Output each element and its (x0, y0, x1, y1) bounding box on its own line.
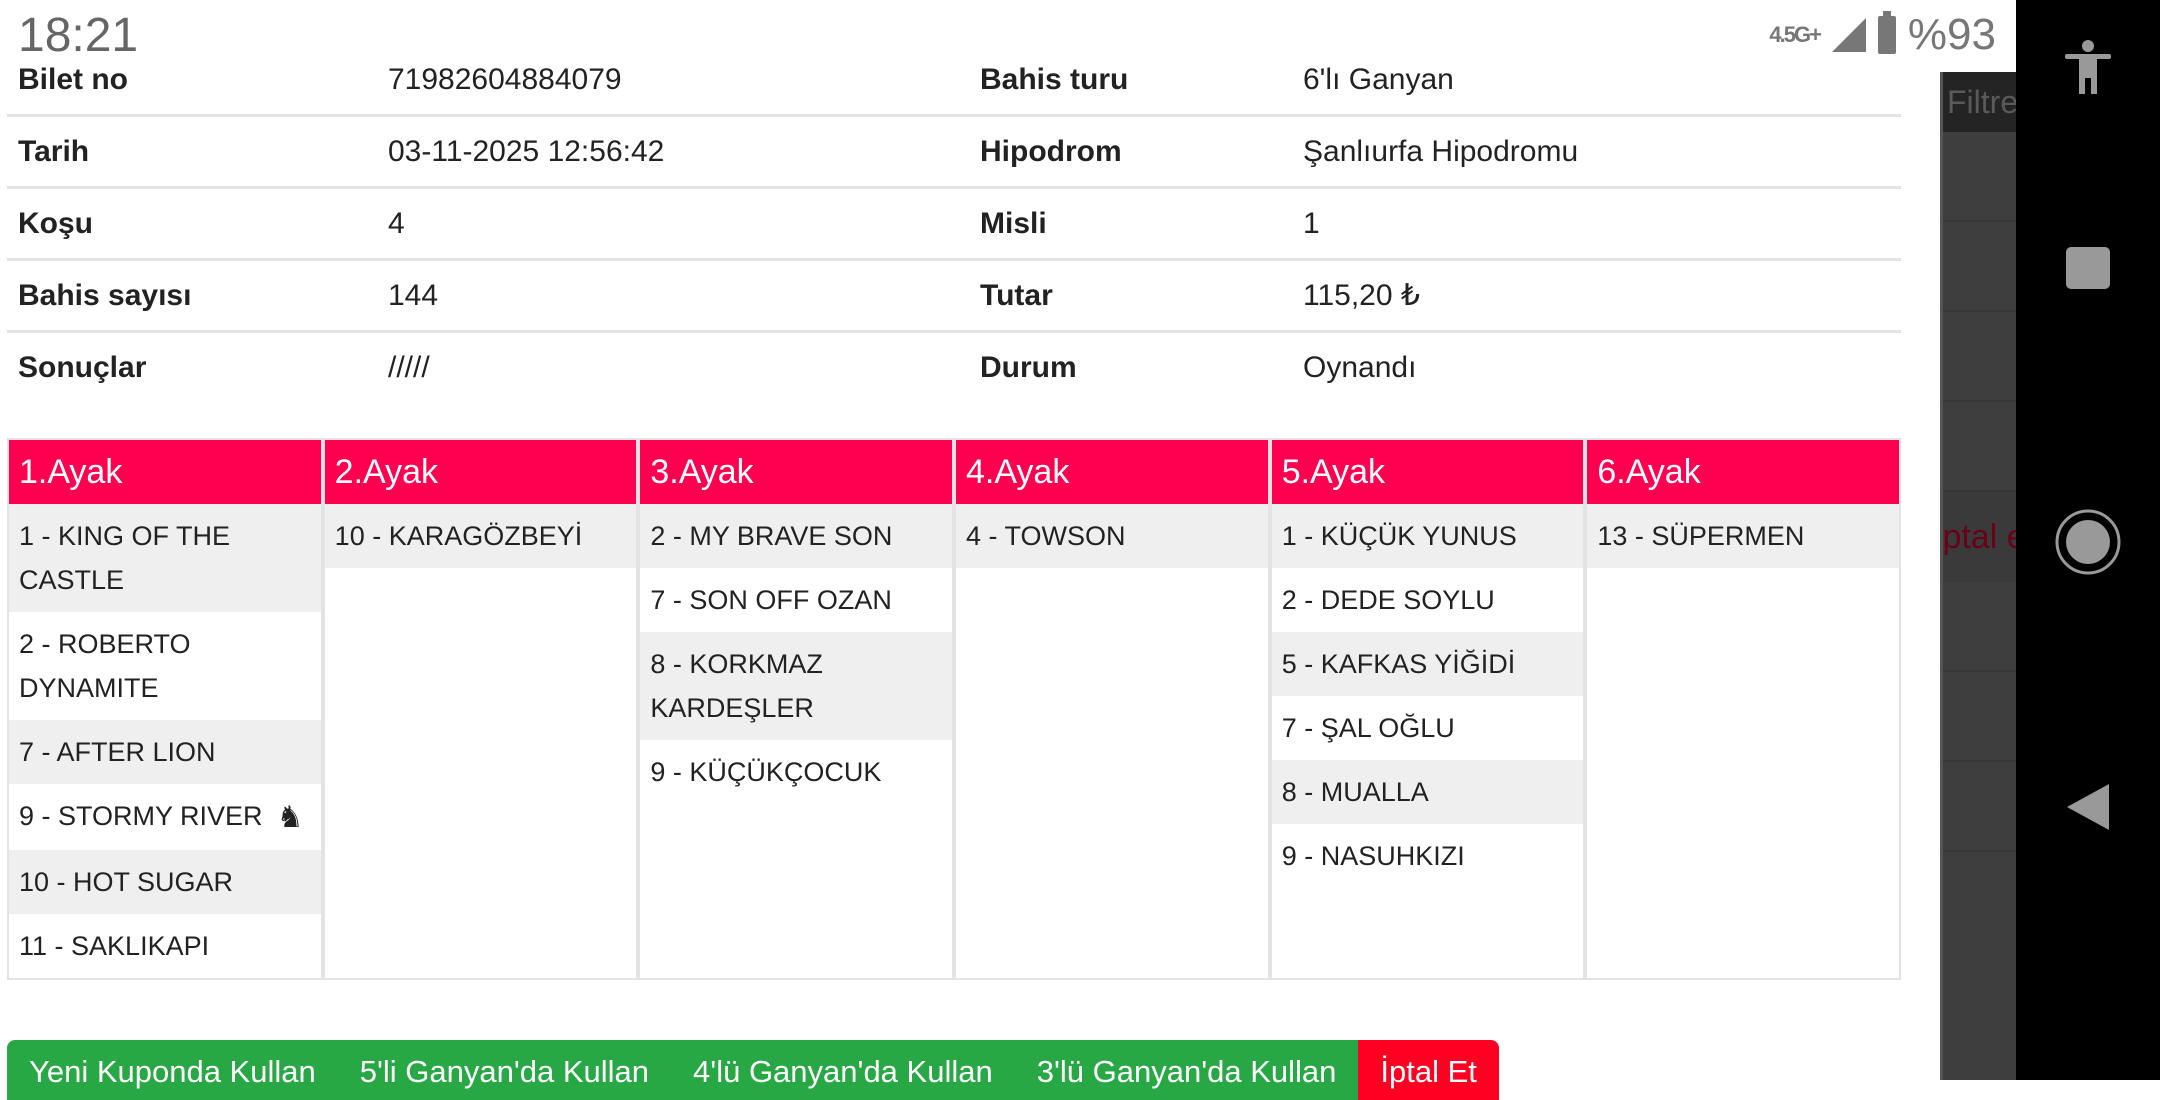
use-in-coupon-button[interactable]: Yeni Kuponda Kullan (7, 1040, 338, 1100)
leg-column: 1.Ayak 1 - KING OF THE CASTLE 2 - ROBERTO … (9, 440, 321, 978)
horse-name: 10 - HOT SUGAR (19, 866, 234, 897)
horse-item: 9 - STORMY RIVER ♞ (9, 784, 321, 850)
horse-name: 2 - MY BRAVE SON (650, 521, 893, 551)
signal-icon (1831, 18, 1866, 52)
legs-grid: 1.Ayak 1 - KING OF THE CASTLE 2 - ROBERTO … (7, 438, 1901, 980)
battery-icon (1877, 11, 1896, 54)
battery-percent: %93 (1907, 10, 1996, 59)
horse-item: 7 - SON OFF OZAN (640, 568, 952, 632)
horse-name: 8 - KORKMAZ KARDEŞLER (650, 649, 823, 723)
leg-header: 6.Ayak (1587, 440, 1900, 504)
horse-list: 1 - KÜÇÜK YUNUS 2 - DEDE SOYLU 5 - KAFKAS … (1271, 504, 1584, 888)
horse-list: 10 - KARAGÖZBEYİ (324, 504, 637, 568)
field-value: 115,20 ₺ (1303, 259, 1901, 333)
horse-item: 7 - ŞAL OĞLU (1272, 696, 1584, 760)
status-bar: 18:21 4.5G+ %93 (0, 0, 2016, 64)
field-label: Sonuçlar (18, 350, 147, 384)
horse-name: 7 - AFTER LION (19, 737, 216, 767)
leg-column: 4.Ayak 4 - TOWSON (956, 440, 1268, 978)
leg-column: 6.Ayak 13 - SÜPERMEN (1587, 440, 1900, 978)
horse-name: 2 - DEDE SOYLU (1281, 585, 1495, 615)
leg-header: 1.Ayak (9, 440, 321, 504)
horse-name: 13 - SÜPERMEN (1597, 521, 1805, 551)
ticket-row: Sonuçlar ///// Durum Oynandı (7, 332, 1901, 403)
horse-name: 9 - KÜÇÜKÇOCUK (650, 757, 882, 787)
clock: 18:21 (18, 9, 139, 62)
field-label: Koşu (7, 187, 388, 261)
leg-header: 5.Ayak (1271, 440, 1584, 504)
field-value: 4 (388, 187, 980, 261)
field-value: Şanlıurfa Hipodromu (1303, 115, 1901, 189)
leg-header: 2.Ayak (324, 440, 637, 504)
filter-header: Filtre (1943, 72, 2019, 132)
back-icon[interactable] (2065, 782, 2111, 832)
background-panel: Filtre İptal et (1940, 72, 2019, 1080)
horse-list: 13 - SÜPERMEN (1587, 504, 1900, 568)
accessibility-icon[interactable] (2063, 40, 2113, 96)
field-value: ///// (388, 350, 430, 384)
horse-name: 7 - SON OFF OZAN (650, 585, 892, 615)
horse-item: 2 - DEDE SOYLU (1272, 568, 1584, 632)
home-icon[interactable] (2054, 508, 2122, 576)
horse-name: 10 - KARAGÖZBEYİ (334, 521, 583, 551)
horse-list: 4 - TOWSON (956, 504, 1268, 568)
horse-name: 1 - KING OF THE CASTLE (19, 521, 231, 595)
leg-header: 4.Ayak (956, 440, 1268, 504)
horse-item: 13 - SÜPERMEN (1587, 504, 1900, 568)
ticket-row: Tarih 03-11-2025 12:56:42 Hipodrom Şanlıurf… (7, 115, 1901, 189)
horse-name: 8 - MUALLA (1281, 777, 1429, 807)
field-label: Hipodrom (980, 115, 1303, 189)
horse-list: 2 - MY BRAVE SON 7 - SON OFF OZAN 8 - KORK… (640, 504, 953, 804)
horse-item: 9 - KÜÇÜKÇOCUK (640, 740, 952, 804)
cancel-ticket-button[interactable]: İptal Et (1358, 1040, 1499, 1100)
use-in-coupon-button[interactable]: 5'li Ganyan'da Kullan (337, 1040, 672, 1100)
horse-item: 7 - AFTER LION (9, 720, 321, 784)
horse-item: 10 - KARAGÖZBEYİ (324, 504, 637, 568)
field-label: Tarih (7, 115, 388, 189)
horse-name: 9 - STORMY RIVER (19, 801, 263, 831)
field-value: Oynandı (1303, 350, 1417, 384)
field-label: Durum (980, 350, 1077, 384)
horse-item: 4 - TOWSON (956, 504, 1268, 568)
cancel-text: İptal et (1943, 492, 2019, 582)
horse-name: 11 - SAKLIKAPI (19, 930, 210, 961)
field-value: 1 (1303, 187, 1901, 261)
ticket-row: Bahis sayısı 144 Tutar 115,20 ₺ (7, 259, 1901, 333)
field-label: Bahis sayısı (7, 259, 388, 333)
field-value: 144 (388, 259, 980, 333)
horse-item: 5 - KAFKAS YİĞİDİ (1271, 632, 1584, 696)
horse-name: 1 - KÜÇÜK YUNUS (1281, 521, 1517, 551)
horse-item: 11 - SAKLIKAPI (9, 914, 321, 978)
horse-item: 2 - ROBERTO DYNAMITE (9, 612, 321, 720)
horse-name: 4 - TOWSON (966, 521, 1126, 551)
network-type: 4.5G+ (1769, 22, 1822, 47)
action-buttons: Yeni Kuponda Kullan 5'li Ganyan'da Kullan… (7, 1040, 1499, 1100)
leg-column: 5.Ayak 1 - KÜÇÜK YUNUS 2 - DEDE SOYLU 5 - K… (1271, 440, 1584, 978)
ticket-row: Koşu 4 Misli 1 (7, 187, 1901, 261)
navigation-bar (2016, 0, 2160, 1080)
use-in-coupon-button[interactable]: 4'lü Ganyan'da Kullan (671, 1040, 1015, 1100)
leg-column: 3.Ayak 2 - MY BRAVE SON 7 - SON OFF OZAN 8 … (640, 440, 953, 978)
horse-item: 1 - KÜÇÜK YUNUS (1271, 504, 1584, 568)
leg-header: 3.Ayak (640, 440, 953, 504)
recents-icon[interactable] (2064, 245, 2112, 291)
field-label: Tutar (980, 259, 1303, 333)
field-value: 03-11-2025 12:56:42 (388, 115, 980, 189)
horse-list: 1 - KING OF THE CASTLE 2 - ROBERTO DYNAMI… (9, 504, 321, 978)
leg-column: 2.Ayak 10 - KARAGÖZBEYİ (324, 440, 637, 978)
horse-item: 10 - HOT SUGAR (9, 849, 321, 914)
field-label: Misli (980, 187, 1303, 261)
horse-icon: ♞ (276, 800, 304, 834)
horse-item: 2 - MY BRAVE SON (640, 504, 953, 568)
ticket-details-table: Bilet no 71982604884079 Bahis turu 6'lı Gan… (7, 45, 1901, 402)
horse-item: 8 - KORKMAZ KARDEŞLER (640, 632, 953, 740)
horse-name: 9 - NASUHKIZI (1281, 841, 1465, 871)
use-in-coupon-button[interactable]: 3'lü Ganyan'da Kullan (1014, 1040, 1359, 1100)
horse-name: 5 - KAFKAS YİĞİDİ (1281, 649, 1516, 679)
horse-item: 8 - MUALLA (1271, 760, 1584, 824)
horse-name: 7 - ŞAL OĞLU (1281, 713, 1455, 743)
horse-item: 9 - NASUHKIZI (1272, 824, 1584, 888)
horse-name: 2 - ROBERTO DYNAMITE (19, 629, 191, 703)
horse-item: 1 - KING OF THE CASTLE (9, 504, 321, 612)
